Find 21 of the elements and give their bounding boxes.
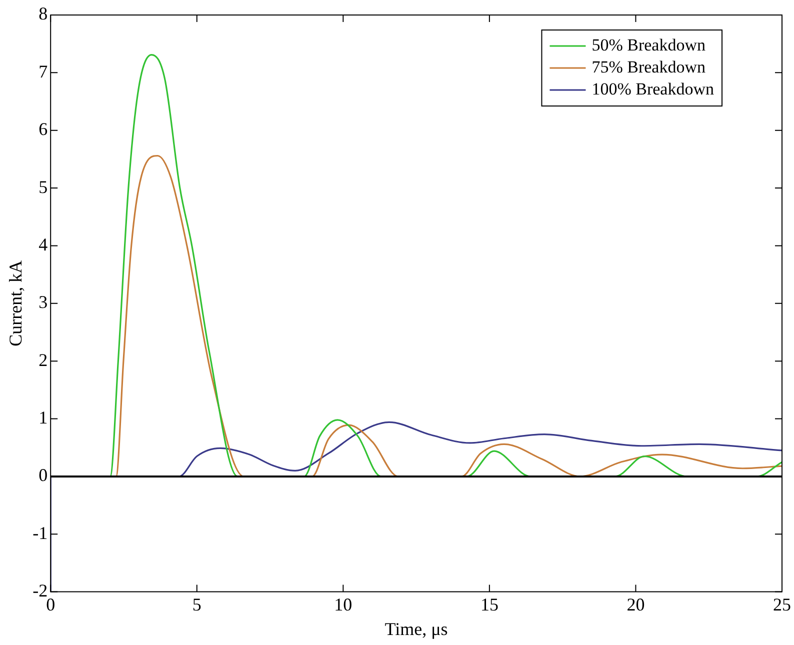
y-tick-label: -2: [32, 580, 48, 601]
x-tick-label: 20: [626, 594, 645, 614]
x-tick-label: 15: [480, 594, 498, 614]
y-tick-label: 1: [38, 407, 48, 428]
y-tick-label: 2: [38, 350, 48, 370]
legend-label: 50% Breakdown: [592, 35, 706, 54]
legend-label: 100% Breakdown: [592, 79, 714, 98]
x-tick-label: 25: [773, 594, 791, 614]
y-tick-label: 0: [38, 465, 48, 486]
y-tick-label: 7: [38, 61, 48, 82]
y-tick-label: 6: [38, 119, 48, 140]
y-tick-label: 5: [38, 176, 48, 197]
x-tick-label: 5: [192, 594, 202, 614]
x-axis-title: Time, μs: [384, 618, 448, 639]
y-tick-label: -1: [32, 522, 48, 543]
y-axis-title: Current, kA: [6, 260, 26, 346]
y-tick-label: 3: [38, 292, 48, 312]
legend-label: 75% Breakdown: [592, 57, 706, 76]
y-tick-label: 4: [38, 234, 48, 254]
x-tick-label: 10: [334, 594, 352, 614]
y-tick-label: 8: [38, 4, 48, 24]
